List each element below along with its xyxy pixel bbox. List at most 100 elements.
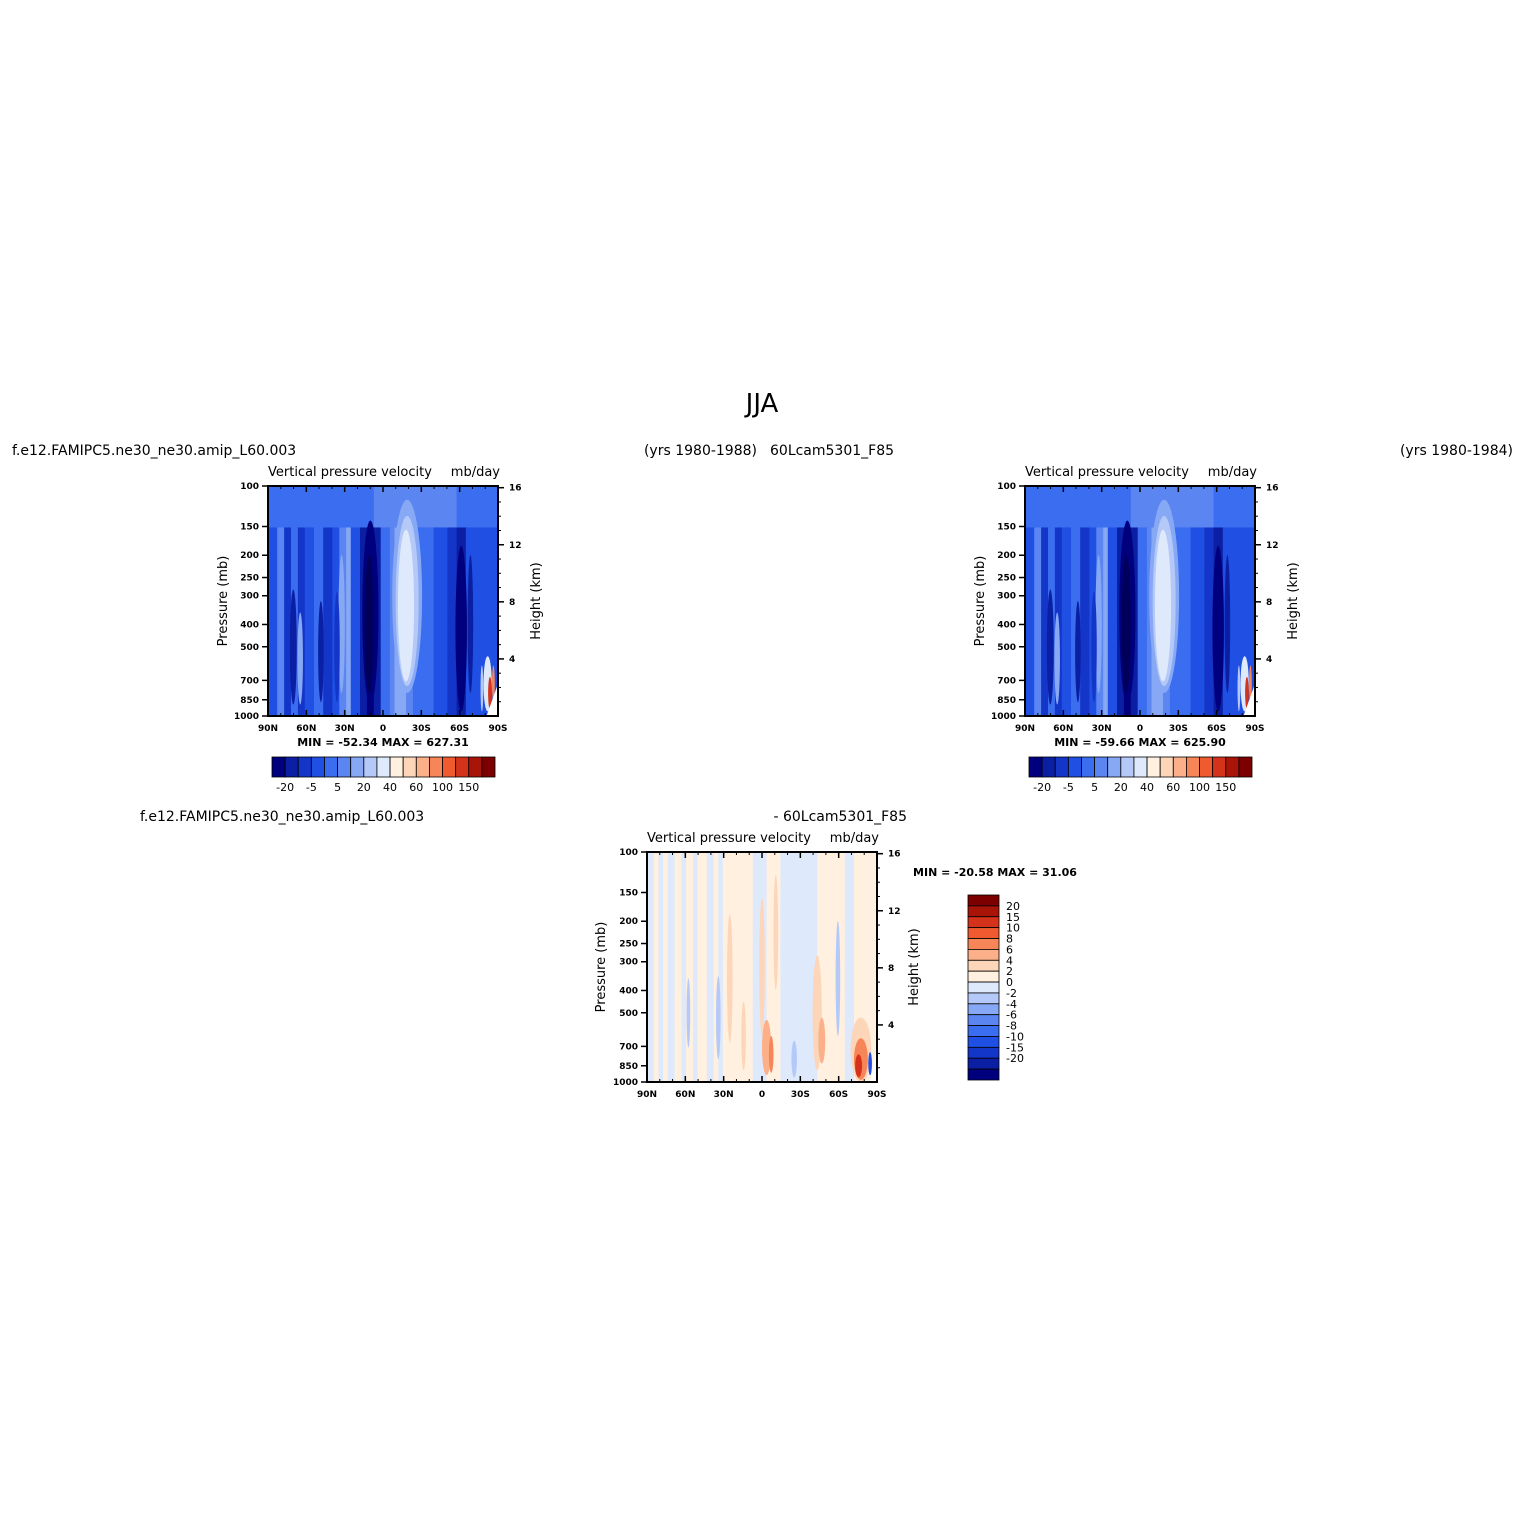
panel-a: f.e12.FAMIPC5.ne30_ne30.amip_L60.003 (yr… [12,443,757,794]
field-band [844,852,854,1082]
panel-c-plot [647,852,877,1082]
colorbar-box [967,981,1000,994]
colorbar-box [967,927,1000,939]
field-feature [762,1019,772,1076]
colorbar-box [1094,756,1109,778]
y-tick-label: 250 [997,574,1016,584]
field-core-negative-deep [364,555,374,693]
y-tick-label: 500 [997,643,1016,653]
panel-c-header-right: - 60Lcam5301_F85 [773,809,907,825]
x-tick-label: 90N [258,724,278,734]
field-band [1061,527,1072,716]
field-feature [727,914,733,1043]
panel-c-ylabel: Pressure (mb) [594,922,609,1013]
colorbar-box [1159,756,1174,778]
y-tick-label: 700 [997,676,1016,686]
colorbar-label: -6 [1006,1009,1017,1022]
colorbar-box [1225,756,1240,778]
field-core-negative-deep [1121,555,1131,693]
field-feature [289,589,297,705]
colorbar-box [1172,756,1187,778]
x-tick-label: 60S [829,1090,848,1100]
colorbar-box [1120,756,1135,778]
field-band [1034,527,1042,716]
y-tick-label: 400 [240,620,259,630]
y-tick-label: 250 [240,574,259,584]
field-band [1146,527,1153,716]
field-band [681,852,687,1082]
field-feature [297,612,303,705]
y2-tick-label: 8 [509,598,515,608]
colorbar-box [1238,756,1253,778]
field-band [1176,527,1192,716]
colorbar-box [967,959,1000,972]
colorbar-box [337,756,352,778]
field-band [647,852,654,1082]
x-tick-label: 60N [296,724,316,734]
field-band [693,852,698,1082]
field-core-positive-inner [1154,529,1172,682]
field-band [350,527,361,716]
x-tick-label: 60S [450,724,469,734]
field-band [475,527,498,716]
y-tick-label: 300 [619,958,638,968]
y-tick-label: 850 [619,1062,638,1072]
y-tick-label: 700 [619,1042,638,1052]
field-feature [1245,676,1249,710]
y-tick-label: 850 [240,696,259,706]
y-tick-label: 100 [240,482,259,492]
field-band [1190,527,1205,716]
y-tick-label: 700 [240,676,259,686]
colorbar-label: 4 [1006,954,1013,967]
colorbar-box [442,756,457,778]
colorbar-label: 0 [1006,976,1013,989]
panel-a-ylabel-right: Height (km) [529,562,544,639]
field-band [1107,527,1118,716]
colorbar-box [967,1003,1000,1016]
x-tick-label: 90N [637,1090,657,1100]
y-tick-label: 1000 [991,712,1016,722]
colorbar-label: 8 [1006,933,1013,946]
field-feature [467,555,474,693]
colorbar-label: 150 [1215,781,1236,794]
colorbar-box [967,1025,1000,1037]
panel-b-plot [1025,486,1255,716]
field-band [658,852,664,1082]
field-feature [488,676,492,710]
y-tick-label: 300 [240,592,259,602]
field-band [304,527,315,716]
field-band [447,527,458,716]
colorbar-box [284,756,299,778]
x-tick-label: 90S [488,724,507,734]
field-feature [1095,555,1102,693]
field-feature [1054,612,1060,705]
field-feature [1224,555,1231,693]
field-feature [455,545,467,712]
panel-c-axes: 90N 60N 30N 0 30S 60S 90S 100 150 200 250 300 400 500… [613,848,901,1100]
colorbar-label: -15 [1006,1041,1024,1054]
colorbar-box [1107,756,1122,778]
panel-b-ylabel-right: Height (km) [1286,562,1301,639]
y2-tick-label: 16 [1266,484,1279,494]
panel-b-axes: 90N 60N 30N 0 30S 60S 90S 100 150 200 250 300 400 500… [991,482,1279,734]
field-feature [1046,589,1054,705]
panel-b-subtitle-right: mb/day [1208,465,1258,480]
x-tick-label: 60N [675,1090,695,1100]
colorbar-box [1212,756,1227,778]
colorbar-label: 6 [1006,943,1013,956]
colorbar-label: -20 [276,781,294,794]
colorbar-box [1133,756,1148,778]
colorbar-box [967,1046,1000,1059]
panel-c-ylabel-right: Height (km) [907,928,922,1005]
colorbar-box [1041,756,1056,778]
field-feature [818,1017,826,1064]
panel-b-minmax: MIN = -59.66 MAX = 625.90 [1054,736,1226,749]
x-tick-label: 0 [380,724,386,734]
field-feature [759,898,765,1036]
panel-a-header-left: f.e12.FAMIPC5.ne30_ne30.amip_L60.003 [12,443,296,459]
panel-c: f.e12.FAMIPC5.ne30_ne30.amip_L60.003 - 6… [140,809,1077,1100]
colorbar-box [363,756,378,778]
x-tick-label: 30N [714,1090,734,1100]
field-feature [855,1054,863,1078]
